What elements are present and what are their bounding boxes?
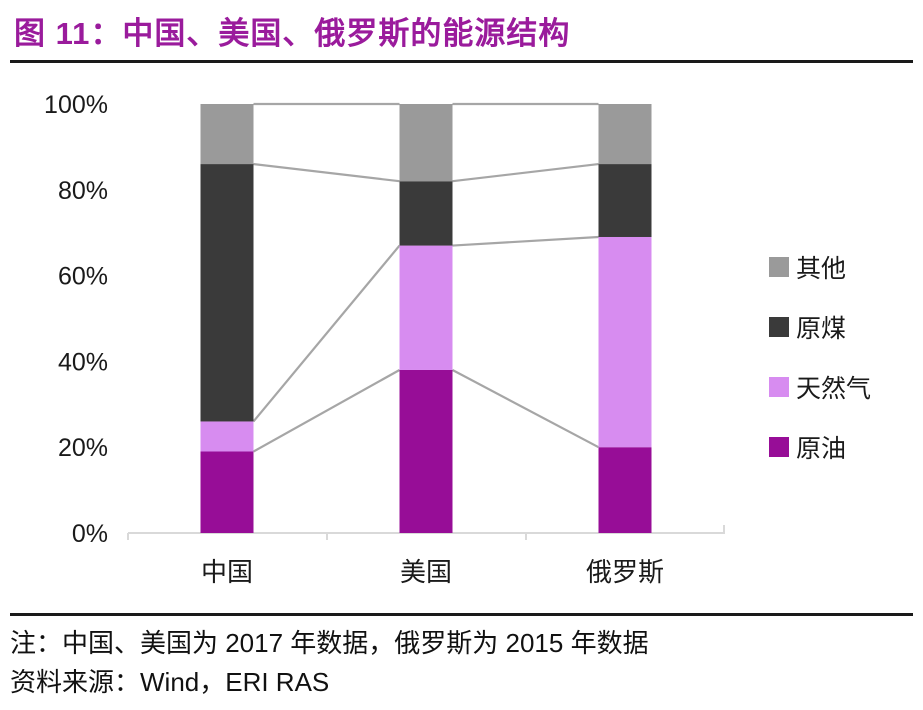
bar-segment (200, 451, 254, 533)
bar-segment (399, 181, 453, 246)
legend-item: 天然气 (769, 369, 871, 405)
legend-item: 其他 (769, 249, 871, 285)
y-axis-label: 0% (72, 520, 108, 548)
legend-label: 其他 (796, 255, 847, 283)
legend-label: 原煤 (796, 315, 847, 343)
bar-segment (598, 447, 652, 533)
series-connector-line (252, 369, 401, 453)
y-axis-label: 100% (44, 91, 108, 119)
legend-item: 原油 (769, 429, 871, 465)
top-divider (10, 60, 913, 63)
series-connector-line (252, 244, 401, 423)
legend-swatch (769, 257, 789, 277)
x-axis-label: 美国 (400, 557, 452, 587)
y-axis-label: 80% (58, 177, 108, 205)
bar-segment (399, 245, 453, 370)
chart-note: 注：中国、美国为 2017 年数据，俄罗斯为 2015 年数据 (10, 628, 649, 658)
bar-segment (200, 421, 254, 452)
figure-title: 图 11：中国、美国、俄罗斯的能源结构 (14, 16, 571, 51)
chart-legend: 其他 原煤 天然气 原油 (769, 249, 871, 465)
legend-swatch (769, 377, 789, 397)
x-axis-label: 中国 (201, 557, 253, 587)
chart-source: 资料来源：Wind，ERI RAS (10, 667, 330, 697)
y-axis-label: 40% (58, 348, 108, 376)
bar-segment (399, 104, 453, 182)
bar-segment (200, 104, 254, 165)
bar-segment (200, 164, 254, 422)
legend-label: 原油 (796, 435, 847, 463)
y-axis-label: 20% (58, 434, 108, 462)
bar-segment (598, 236, 652, 448)
stacked-bar-chart: 0% 20% 40% 60% 80% 100% 中国 美国 俄罗斯 (44, 91, 725, 587)
bar-segment (598, 164, 652, 237)
series-connector-line (452, 162, 599, 183)
legend-swatch (769, 317, 789, 337)
series-connector-line (253, 162, 400, 183)
bottom-divider (10, 613, 913, 616)
series-connector-line (452, 235, 599, 247)
legend-item: 原煤 (769, 309, 871, 345)
series-connector-line (451, 369, 600, 449)
y-axis-label: 60% (58, 263, 108, 291)
legend-swatch (769, 437, 789, 457)
bar-segment (598, 104, 652, 165)
bar-segment (399, 369, 453, 533)
legend-label: 天然气 (796, 375, 872, 403)
x-axis-label: 俄罗斯 (586, 557, 664, 587)
chart-area: 0% 20% 40% 60% 80% 100% 中国 美国 俄罗斯 其他原煤天然气原油 (44, 91, 871, 587)
